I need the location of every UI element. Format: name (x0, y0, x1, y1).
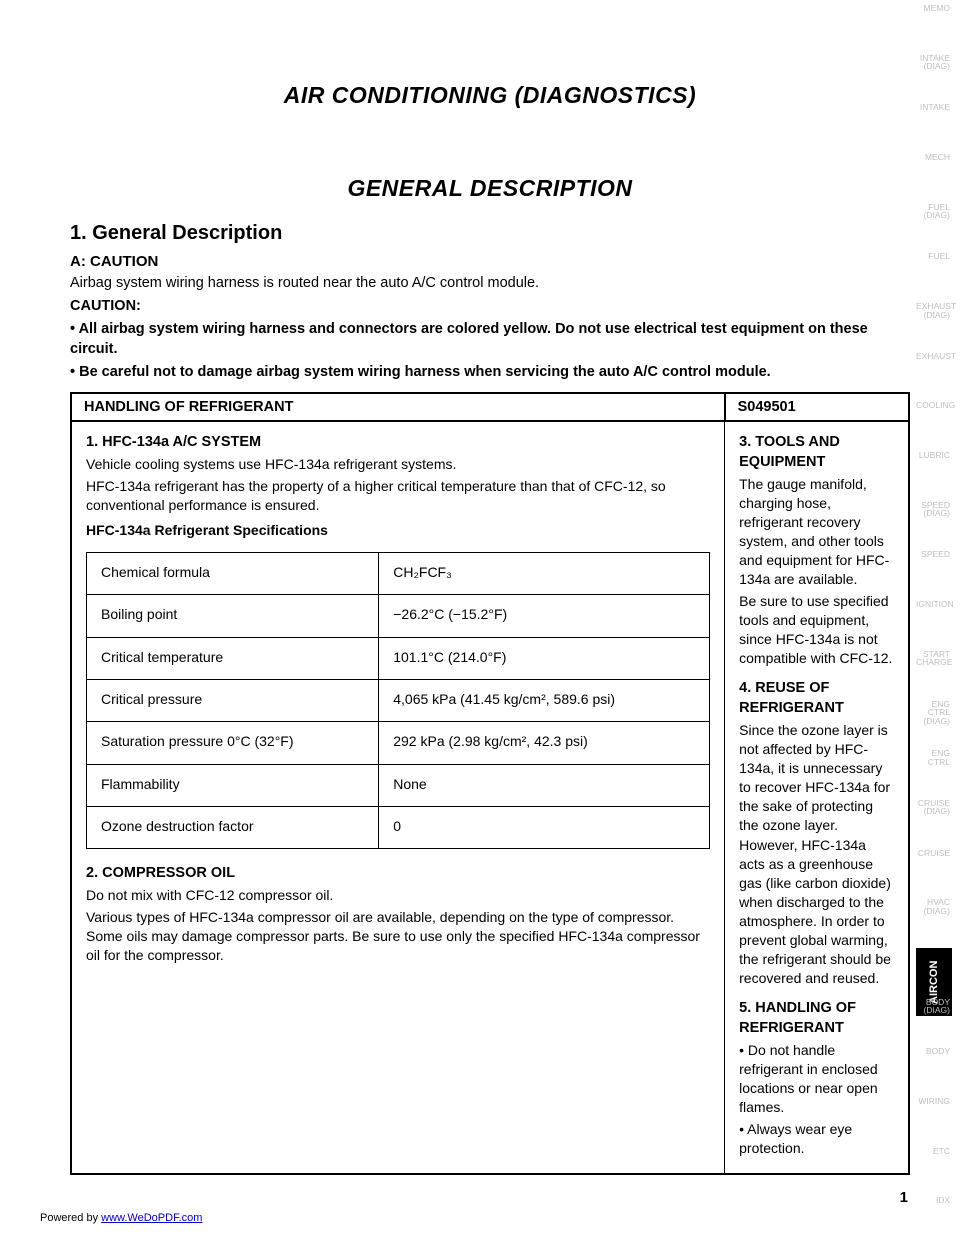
page-number: 1 (900, 1189, 908, 1206)
footer-left: Powered by www.WeDoPDF.com (40, 1212, 202, 1224)
spec-value: None (379, 764, 710, 806)
spec-label: Boiling point (87, 595, 379, 637)
side-tab-item[interactable]: WIRING (916, 1097, 950, 1106)
side-tab-item[interactable]: MEMO (916, 4, 950, 13)
spec-value: 292 kPa (2.98 kg/cm², 42.3 psi) (379, 722, 710, 764)
side-tab-item[interactable]: BODY (916, 1047, 950, 1056)
spec-value: 101.1°C (214.0°F) (379, 637, 710, 679)
spec-value: CH₂FCF₃ (379, 553, 710, 595)
spec-table: Chemical formulaCH₂FCF₃Boiling point−26.… (86, 552, 710, 849)
table-col-1: 1. HFC-134a A/C SYSTEM Vehicle cooling s… (71, 421, 725, 1174)
side-tab-item[interactable]: LUBRIC (916, 451, 950, 460)
spec-label: Saturation pressure 0°C (32°F) (87, 722, 379, 764)
subsection-A-heading: A: CAUTION (70, 253, 910, 270)
col2-p3h: 4. REUSE OF REFRIGERANT (739, 678, 894, 718)
side-tab-item[interactable]: INTAKE (916, 103, 950, 112)
col1-p3: Do not mix with CFC-12 compressor oil. (86, 886, 710, 905)
col1-p3-heading: 2. COMPRESSOR OIL (86, 863, 710, 883)
side-index-tabs: MEMOINTAKE (DIAG)INTAKEMECHFUEL (DIAG)FU… (916, 0, 946, 1242)
side-tab-item[interactable]: ENG CTRL (DIAG) (916, 700, 950, 726)
col2-bullet-1-text: Do not handle refrigerant in enclosed lo… (739, 1042, 878, 1115)
side-tab-item[interactable]: BODY (DIAG) (916, 998, 950, 1015)
caution-para-1: Airbag system wiring harness is routed n… (70, 273, 910, 293)
side-tab-item[interactable]: FUEL (916, 252, 950, 261)
table-code: S049501 (725, 393, 909, 421)
side-tab-item[interactable]: HVAC (DIAG) (916, 898, 950, 915)
side-tab-item[interactable]: IGNITION (916, 600, 950, 609)
side-tab-item[interactable]: SPEED (916, 550, 950, 559)
footer-link[interactable]: www.WeDoPDF.com (101, 1212, 202, 1224)
col2-bullet-1: • Do not handle refrigerant in enclosed … (739, 1041, 894, 1117)
side-tab-item[interactable]: EXHAUST (916, 352, 950, 361)
side-tab-item[interactable]: COOLING (916, 401, 950, 410)
spec-value: −26.2°C (−15.2°F) (379, 595, 710, 637)
col2-heading: 3. TOOLS AND EQUIPMENT (739, 432, 894, 472)
side-tab-item[interactable]: INTAKE (DIAG) (916, 54, 950, 71)
subsection-1-heading: 1. General Description (70, 222, 910, 245)
col2-p3: Since the ozone layer is not affected by… (739, 721, 894, 987)
table-col-2: 3. TOOLS AND EQUIPMENT The gauge manifol… (725, 421, 909, 1174)
spec-label: Critical temperature (87, 637, 379, 679)
col2-p1: The gauge manifold, charging hose, refri… (739, 475, 894, 589)
side-tab-item[interactable]: ETC (916, 1147, 950, 1156)
spec-label: Flammability (87, 764, 379, 806)
spec-label: Critical pressure (87, 680, 379, 722)
side-tab-item[interactable]: ENG CTRL (916, 749, 950, 766)
col1-heading: 1. HFC-134a A/C SYSTEM (86, 432, 710, 452)
col2-p2: Be sure to use specified tools and equip… (739, 592, 894, 668)
caution-bullet-1-text: All airbag system wiring harness and con… (70, 321, 868, 357)
side-tab-item[interactable]: CRUISE (916, 849, 950, 858)
side-tab-item[interactable]: MECH (916, 153, 950, 162)
caution-label: CAUTION: (70, 296, 910, 316)
spec-value: 4,065 kPa (41.45 kg/cm², 589.6 psi) (379, 680, 710, 722)
spec-label: Ozone destruction factor (87, 807, 379, 849)
caution-bullet-1: • All airbag system wiring harness and c… (70, 319, 910, 359)
document-page: AIR CONDITIONING (DIAGNOSTICS) GENERAL D… (0, 0, 960, 1242)
caution-bullet-2-text: Be careful not to damage airbag system w… (79, 364, 771, 380)
table-title: HANDLING OF REFRIGERANT (71, 393, 725, 421)
side-tab-item[interactable]: START CHARGE (916, 650, 950, 667)
col2-bullet-2-text: Always wear eye protection. (739, 1121, 852, 1156)
col2-bullet-2: • Always wear eye protection. (739, 1120, 894, 1158)
caution-bullet-2: • Be careful not to damage airbag system… (70, 362, 910, 382)
spec-value: 0 (379, 807, 710, 849)
side-tab-item[interactable]: EXHAUST (DIAG) (916, 302, 950, 319)
col1-p2: HFC-134a refrigerant has the property of… (86, 477, 710, 515)
refrigerant-table: HANDLING OF REFRIGERANT S049501 1. HFC-1… (70, 392, 910, 1175)
side-tab-item[interactable]: FUEL (DIAG) (916, 203, 950, 220)
side-tab-item[interactable]: IDX (916, 1196, 950, 1205)
col1-p4: Various types of HFC-134a compressor oil… (86, 908, 710, 965)
footer-left-text: Powered by (40, 1212, 98, 1224)
side-tab-item[interactable]: CRUISE (DIAG) (916, 799, 950, 816)
section-heading: GENERAL DESCRIPTION (70, 175, 910, 202)
col2-p4h: 5. HANDLING OF REFRIGERANT (739, 998, 894, 1038)
col1-spec-heading: HFC-134a Refrigerant Specifications (86, 521, 710, 540)
page-header: AIR CONDITIONING (DIAGNOSTICS) (70, 82, 910, 109)
spec-label: Chemical formula (87, 553, 379, 595)
col1-p1: Vehicle cooling systems use HFC-134a ref… (86, 455, 710, 474)
side-tab-item[interactable]: SPEED (DIAG) (916, 501, 950, 518)
